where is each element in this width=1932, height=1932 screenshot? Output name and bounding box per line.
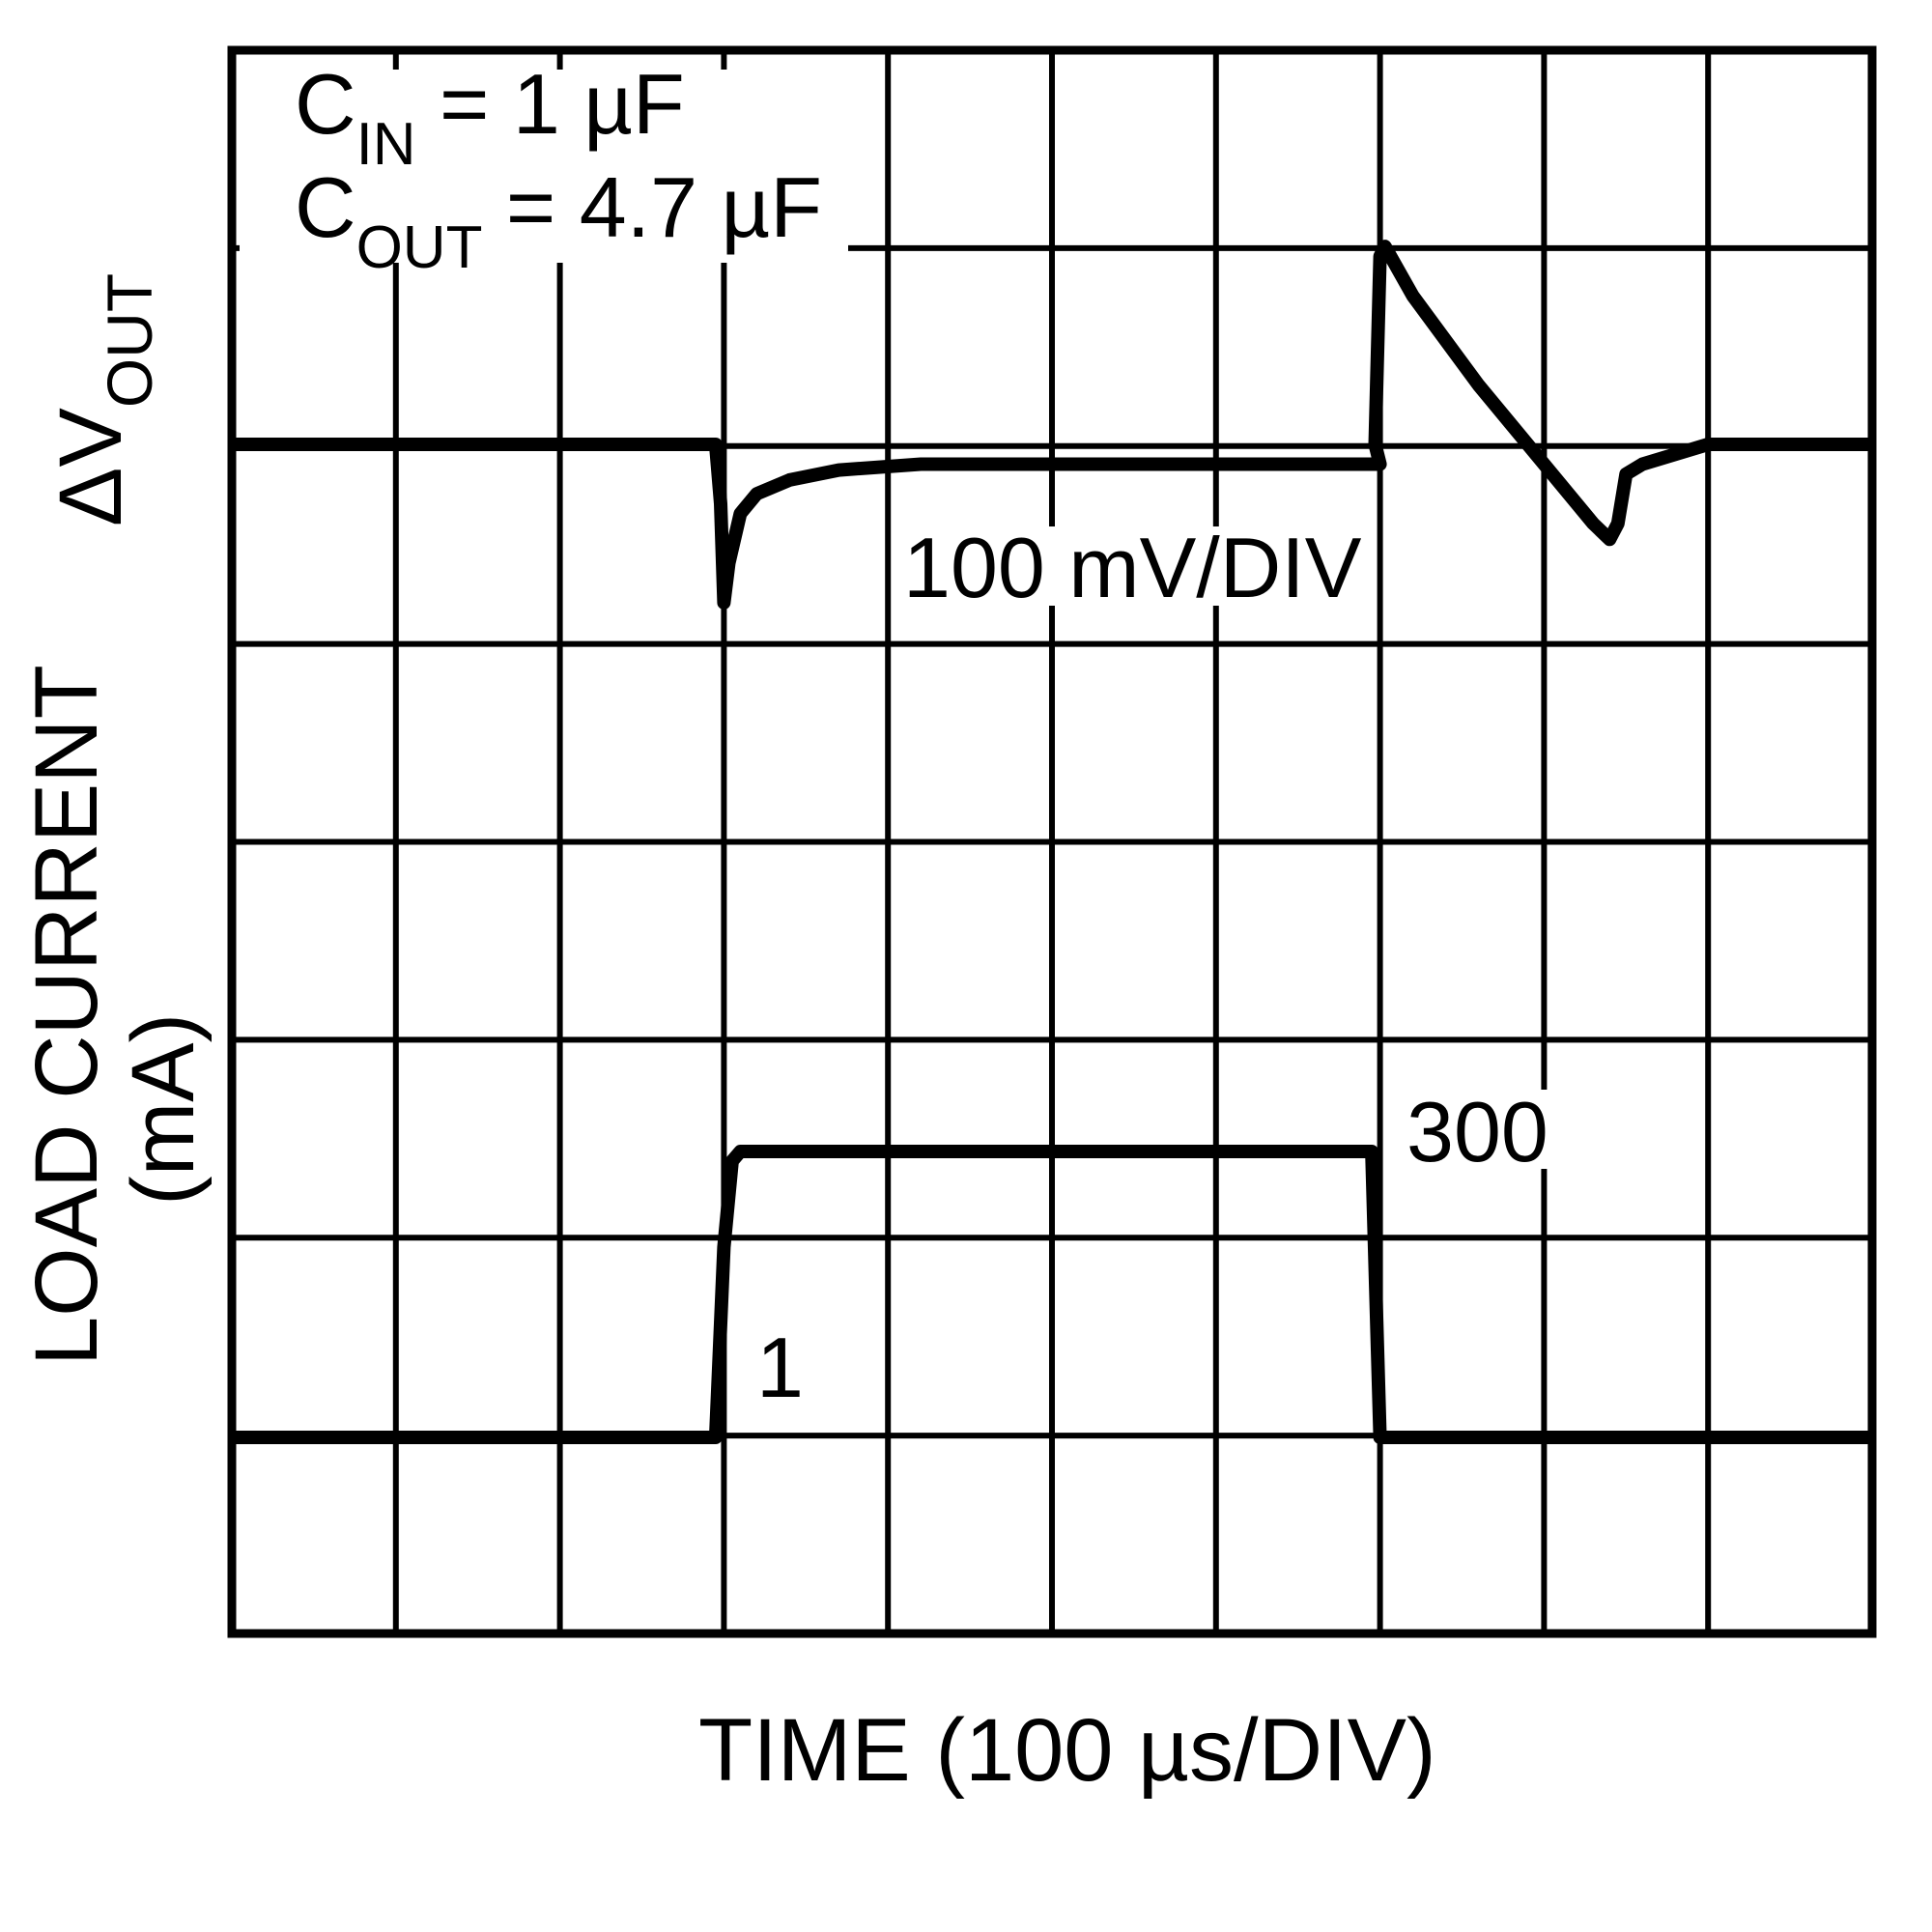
load-current-trace xyxy=(232,1145,1872,1444)
x-axis-label: TIME (100 µs/DIV) xyxy=(698,1701,1436,1800)
y-axis-label-current-unit: (mA) xyxy=(114,1013,213,1206)
label-masks xyxy=(240,70,1555,1412)
current-high-label: 300 xyxy=(1406,1084,1548,1179)
cout-annotation: COUT = 4.7 µF xyxy=(295,159,822,281)
y-axis-label-vout: ΔVOUT xyxy=(42,273,165,526)
current-low-label: 1 xyxy=(756,1320,804,1415)
y-axis-label-current: LOAD CURRENT xyxy=(17,665,116,1366)
cin-annotation: CIN = 1 µF xyxy=(295,56,685,178)
vout-trace xyxy=(232,240,1872,610)
plot-frame xyxy=(227,45,1877,1638)
vout-scale-label: 100 mV/DIV xyxy=(903,520,1362,615)
